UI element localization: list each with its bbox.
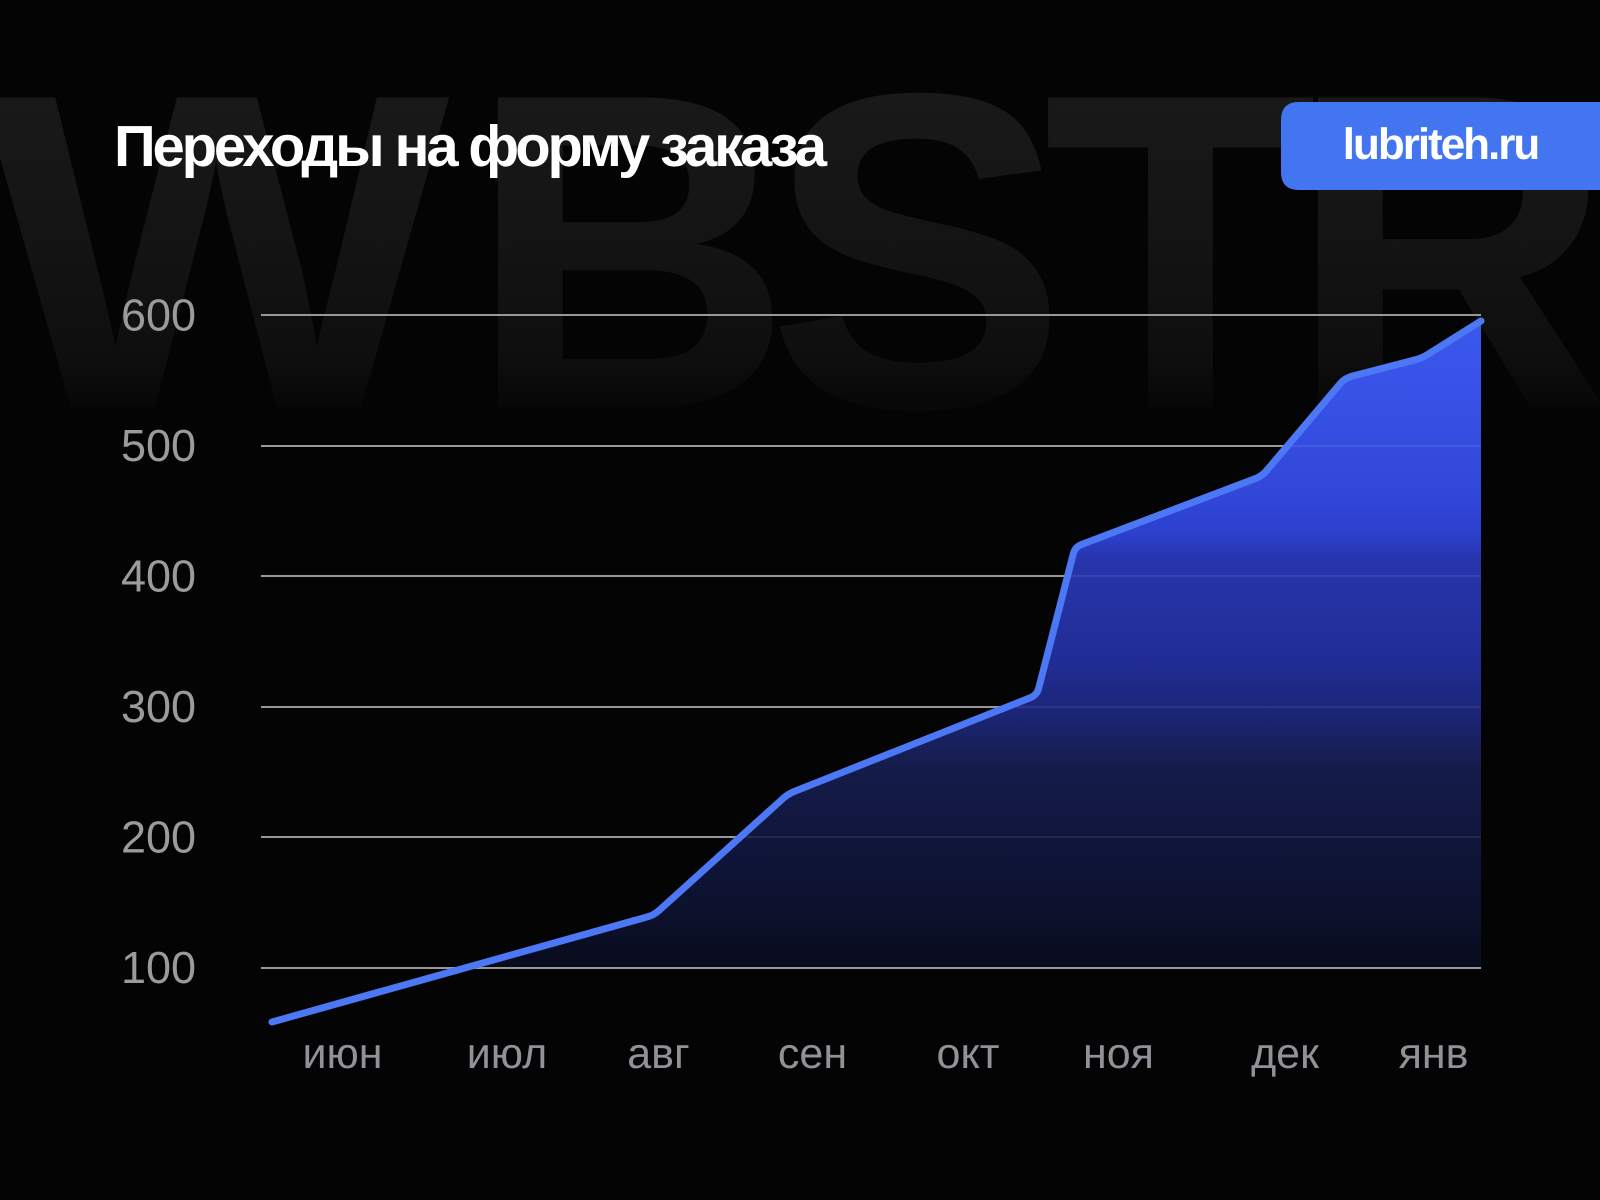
svg-text:июн: июн: [302, 1030, 382, 1078]
svg-text:авг: авг: [627, 1030, 689, 1078]
svg-text:сен: сен: [778, 1030, 847, 1078]
svg-text:июл: июл: [467, 1030, 547, 1078]
svg-text:lubriteh.ru: lubriteh.ru: [1343, 120, 1539, 169]
svg-text:янв: янв: [1399, 1030, 1469, 1078]
svg-text:ноя: ноя: [1083, 1030, 1154, 1078]
svg-text:300: 300: [121, 681, 196, 732]
svg-text:дек: дек: [1251, 1030, 1320, 1078]
svg-text:100: 100: [121, 942, 196, 993]
svg-text:Переходы на форму заказа: Переходы на форму заказа: [114, 114, 828, 179]
svg-text:600: 600: [121, 290, 196, 341]
svg-text:500: 500: [121, 420, 196, 471]
svg-text:W: W: [0, 1, 454, 503]
svg-text:окт: окт: [937, 1030, 1000, 1078]
svg-text:400: 400: [121, 551, 196, 602]
svg-text:200: 200: [121, 812, 196, 863]
